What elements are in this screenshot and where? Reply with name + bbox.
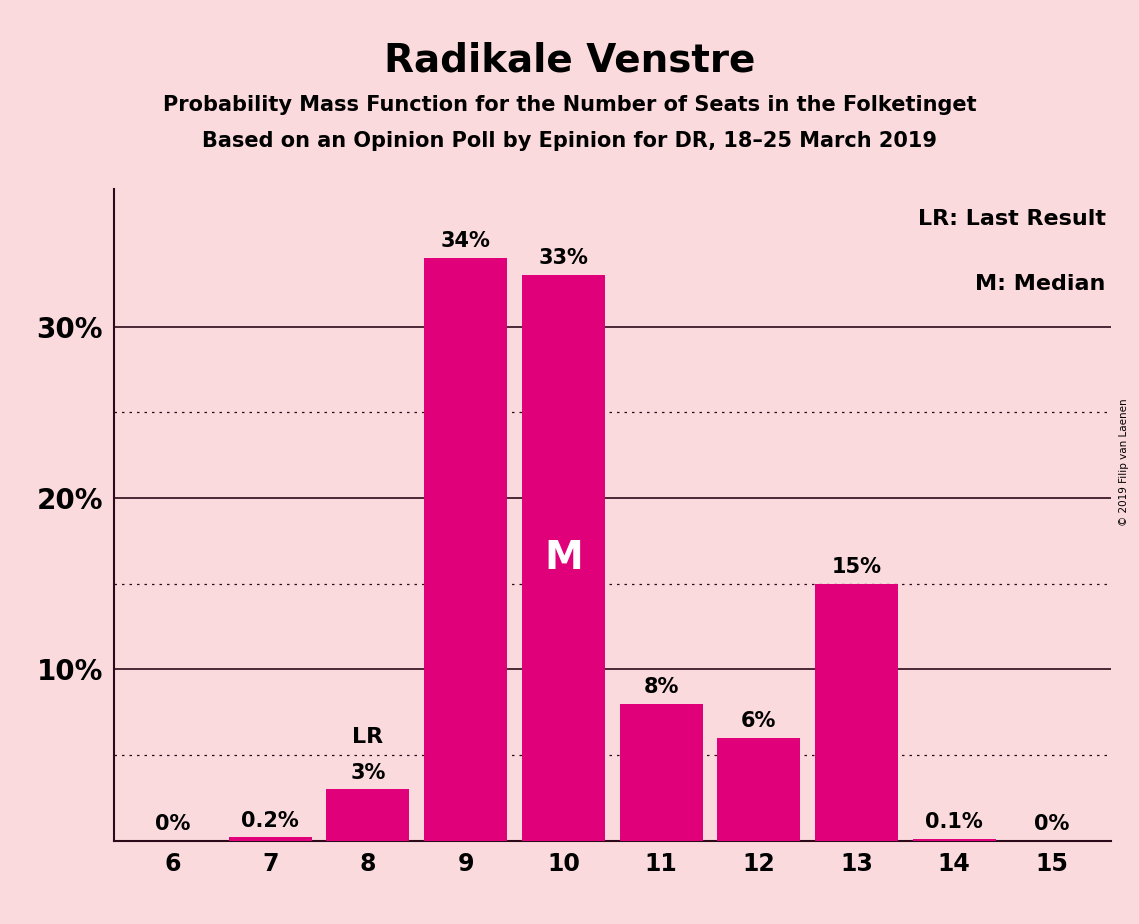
Text: 33%: 33%	[539, 249, 589, 268]
Text: M: M	[544, 539, 583, 577]
Bar	[424, 258, 507, 841]
Text: 15%: 15%	[831, 557, 882, 577]
Text: 0.1%: 0.1%	[925, 812, 983, 833]
Text: Radikale Venstre: Radikale Venstre	[384, 42, 755, 79]
Bar	[718, 738, 801, 841]
Text: LR: Last Result: LR: Last Result	[918, 209, 1106, 229]
Text: 0%: 0%	[1034, 814, 1070, 834]
Text: 6%: 6%	[741, 711, 777, 731]
Bar	[522, 275, 605, 841]
Text: Probability Mass Function for the Number of Seats in the Folketinget: Probability Mass Function for the Number…	[163, 95, 976, 116]
Text: © 2019 Filip van Laenen: © 2019 Filip van Laenen	[1120, 398, 1129, 526]
Bar	[620, 704, 703, 841]
Text: 0%: 0%	[155, 814, 190, 834]
Text: Based on an Opinion Poll by Epinion for DR, 18–25 March 2019: Based on an Opinion Poll by Epinion for …	[202, 131, 937, 152]
Text: 34%: 34%	[441, 231, 491, 251]
Text: 8%: 8%	[644, 677, 679, 697]
Bar	[816, 584, 898, 841]
Bar	[229, 837, 312, 841]
Bar	[912, 839, 995, 841]
Text: 3%: 3%	[351, 762, 386, 783]
Text: 0.2%: 0.2%	[241, 810, 300, 831]
Text: M: Median: M: Median	[975, 274, 1106, 294]
Text: LR: LR	[352, 726, 384, 747]
Bar	[327, 789, 409, 841]
